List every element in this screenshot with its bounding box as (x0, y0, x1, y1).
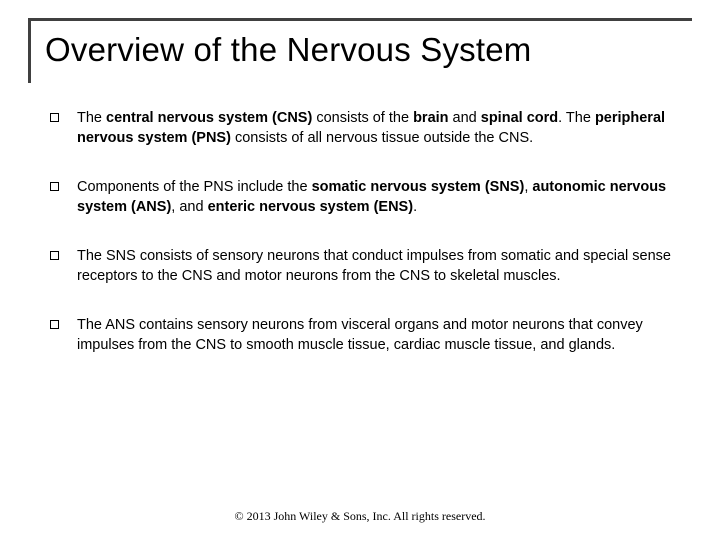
bullet-item: The ANS contains sensory neurons from vi… (50, 316, 682, 355)
bullet-text: The ANS contains sensory neurons from vi… (77, 316, 682, 355)
square-bullet-icon (50, 113, 59, 122)
square-bullet-icon (50, 251, 59, 260)
bullet-text: Components of the PNS include the somati… (77, 178, 682, 217)
square-bullet-icon (50, 182, 59, 191)
title-container: Overview of the Nervous System (28, 18, 692, 83)
bullet-text: The central nervous system (CNS) consist… (77, 109, 682, 148)
square-bullet-icon (50, 320, 59, 329)
bullet-item: The central nervous system (CNS) consist… (50, 109, 682, 148)
slide: Overview of the Nervous System The centr… (0, 0, 720, 540)
bullet-item: Components of the PNS include the somati… (50, 178, 682, 217)
copyright-footer: © 2013 John Wiley & Sons, Inc. All right… (0, 509, 720, 524)
slide-title: Overview of the Nervous System (45, 31, 692, 69)
bullet-text: The SNS consists of sensory neurons that… (77, 247, 682, 286)
bullet-item: The SNS consists of sensory neurons that… (50, 247, 682, 286)
content-area: The central nervous system (CNS) consist… (28, 109, 692, 356)
